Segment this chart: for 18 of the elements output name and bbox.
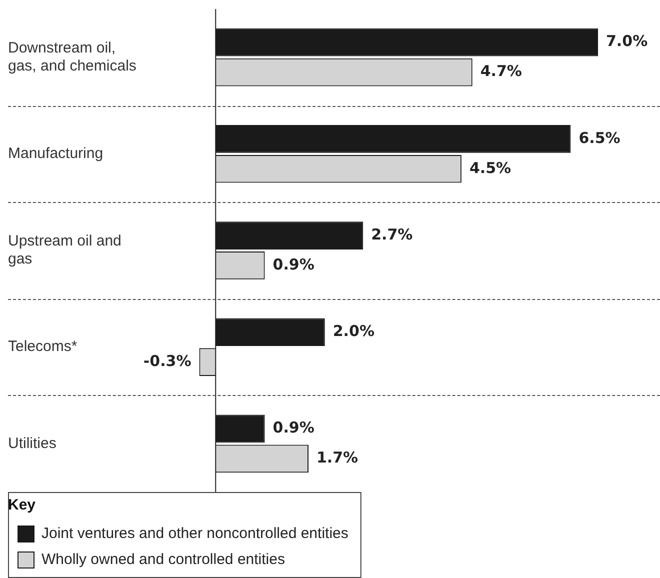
data-label: 4.5%: [469, 158, 512, 177]
legend-label: Wholly owned and controlled entities: [42, 551, 285, 568]
legend-label: Joint ventures and other noncontrolled entities: [42, 525, 348, 542]
y-tick-label: Downstream oil, gas, and chemicals: [8, 39, 136, 74]
y-tick-label: Utilities: [8, 434, 56, 452]
data-label: 6.5%: [578, 128, 620, 147]
y-tick-label: Manufacturing: [8, 145, 104, 162]
data-label: 0.9%: [272, 418, 314, 437]
data-label: 4.7%: [480, 62, 522, 80]
data-label: 1.7%: [316, 448, 358, 467]
data-label: -0.3%: [143, 352, 192, 370]
data-label: 7.0%: [606, 32, 648, 50]
y-tick-label: Upstream oil and gas: [8, 232, 122, 268]
data-label: 2.0%: [332, 322, 374, 340]
data-label: 2.7%: [371, 225, 413, 244]
legend-title: Key: [8, 496, 36, 514]
data-label: 0.9%: [272, 255, 314, 274]
y-tick-label: Telecoms*: [8, 338, 78, 356]
